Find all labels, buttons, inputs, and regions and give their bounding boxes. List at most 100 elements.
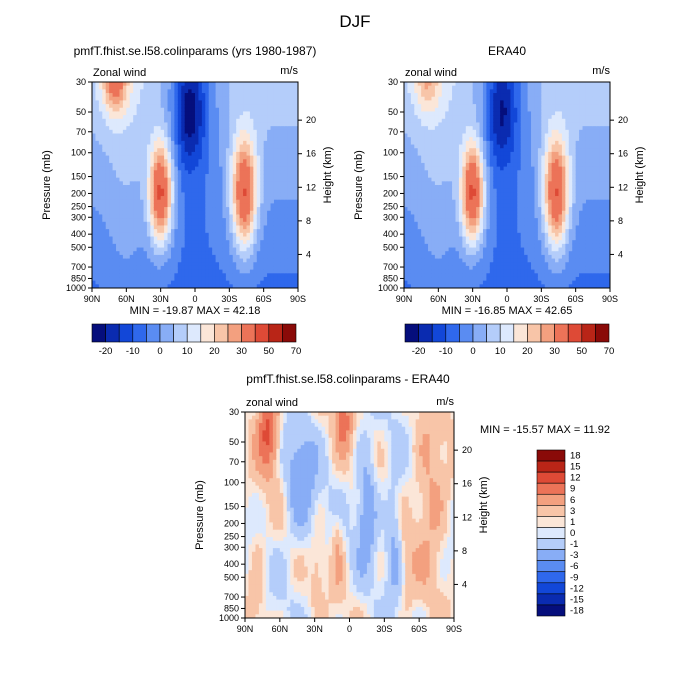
field-cell — [476, 229, 481, 234]
field-cell — [438, 133, 443, 138]
field-cell — [167, 93, 172, 98]
field-cell — [243, 210, 248, 216]
field-cell — [146, 185, 151, 190]
field-cell — [260, 199, 265, 204]
field-cell — [167, 100, 172, 105]
field-cell — [198, 85, 203, 90]
field-cell — [431, 225, 436, 230]
field-cell — [441, 276, 446, 282]
field-cell — [167, 137, 172, 142]
field-cell — [170, 203, 175, 208]
field-cell — [129, 210, 134, 216]
field-cell — [116, 107, 121, 113]
field-cell — [95, 188, 100, 193]
field-cell — [140, 155, 145, 160]
field-cell — [455, 111, 460, 116]
field-cell — [150, 192, 155, 197]
field-cell — [140, 280, 145, 285]
field-cell — [414, 173, 419, 179]
field-cell — [170, 210, 175, 216]
field-cell — [198, 173, 203, 179]
field-cell — [160, 177, 165, 182]
field-cell — [157, 173, 162, 179]
field-cell — [98, 144, 103, 149]
field-cell — [195, 276, 200, 282]
field-cell — [215, 269, 220, 274]
field-cell — [188, 203, 193, 208]
field-cell — [98, 210, 103, 216]
field-cell — [445, 170, 450, 175]
field-cell — [246, 236, 251, 241]
field-cell — [421, 258, 426, 263]
field-cell — [205, 126, 210, 131]
field-cell — [174, 254, 179, 260]
field-cell — [143, 210, 148, 216]
field-cell — [496, 155, 501, 160]
field-cell — [205, 265, 210, 271]
field-cell — [428, 85, 433, 90]
field-cell — [476, 284, 481, 288]
field-cell — [160, 89, 165, 94]
field-cell — [287, 115, 292, 120]
field-cell — [469, 262, 474, 267]
field-cell — [191, 284, 196, 288]
field-cell — [188, 144, 193, 149]
field-cell — [428, 96, 433, 101]
field-cell — [407, 159, 412, 164]
field-cell — [448, 199, 453, 204]
field-cell — [98, 276, 103, 282]
field-cell — [170, 276, 175, 282]
field-cell — [136, 126, 141, 131]
field-cell — [188, 229, 193, 234]
field-cell — [170, 93, 175, 98]
field-cell — [465, 254, 470, 260]
field-cell — [116, 140, 121, 146]
field-cell — [465, 151, 470, 157]
field-cell — [188, 240, 193, 245]
field-cell — [153, 262, 158, 267]
field-cell — [493, 276, 498, 282]
field-cell — [116, 262, 121, 267]
field-cell — [482, 137, 487, 142]
field-cell — [133, 118, 138, 124]
field-cell — [95, 214, 100, 219]
field-cell — [229, 122, 234, 127]
field-cell — [174, 181, 179, 186]
field-cell — [291, 276, 296, 282]
field-cell — [98, 192, 103, 197]
colorbar-label: 50 — [264, 346, 275, 357]
field-cell — [95, 137, 100, 142]
field-cell — [95, 111, 100, 116]
field-cell — [177, 284, 182, 288]
field-cell — [232, 144, 237, 149]
field-cell — [263, 137, 268, 142]
field-cell — [270, 93, 275, 98]
field-cell — [102, 196, 107, 201]
field-cell — [434, 93, 439, 98]
field-cell — [267, 258, 272, 263]
field-cell — [428, 181, 433, 186]
field-cell — [239, 137, 244, 142]
field-cell — [195, 100, 200, 105]
field-cell — [410, 89, 415, 94]
field-cell — [243, 207, 248, 212]
field-cell — [112, 107, 117, 113]
field-cell — [236, 196, 241, 201]
field-cell — [260, 107, 265, 113]
field-cell — [428, 82, 433, 87]
field-cell — [493, 199, 498, 204]
field-cell — [201, 236, 206, 241]
field-cell — [267, 140, 272, 146]
field-cell — [410, 166, 415, 171]
field-cell — [424, 148, 429, 153]
field-cell — [105, 126, 110, 131]
field-cell — [482, 89, 487, 94]
field-cell — [465, 243, 470, 249]
field-cell — [493, 192, 498, 197]
field-cell — [417, 181, 422, 186]
field-cell — [136, 254, 141, 260]
field-cell — [143, 111, 148, 116]
field-cell — [98, 214, 103, 219]
field-cell — [105, 100, 110, 105]
field-cell — [414, 273, 419, 278]
